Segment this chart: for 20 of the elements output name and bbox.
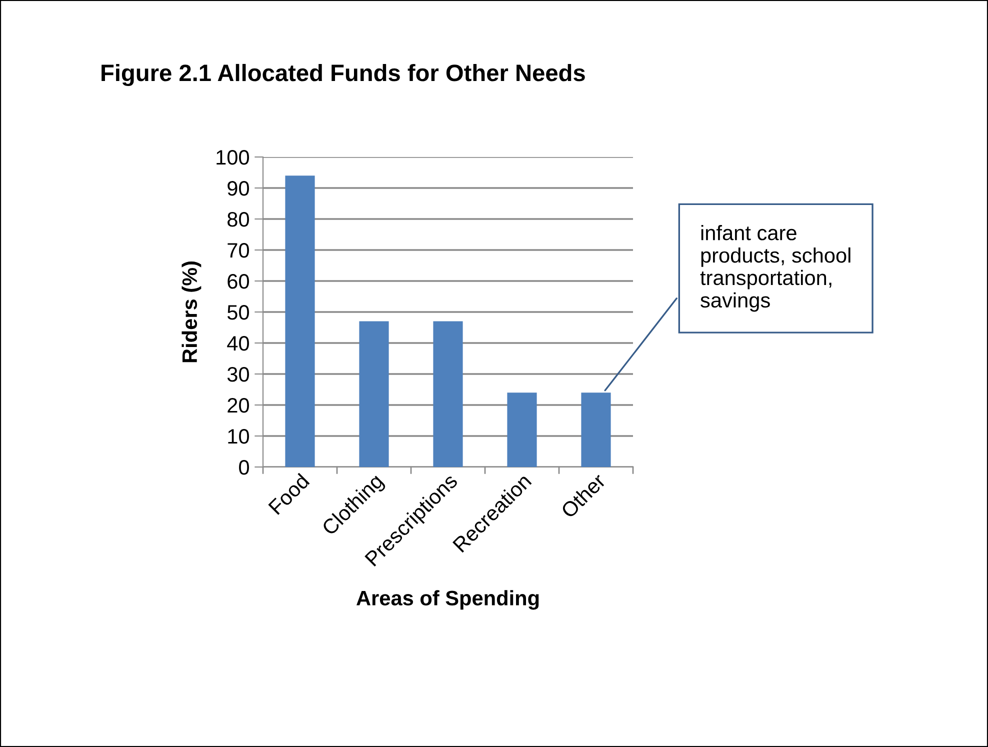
bar (581, 392, 611, 467)
bar (507, 392, 537, 467)
x-axis-title: Areas of Spending (356, 590, 539, 610)
y-tick-label: 30 (227, 367, 249, 382)
y-tick-label: 20 (228, 398, 249, 413)
y-tick-label: 10 (228, 429, 249, 444)
y-tick-label: 50 (227, 305, 249, 320)
bar (285, 176, 315, 467)
y-tick-label: 60 (228, 274, 249, 289)
y-tick-label: 40 (227, 336, 249, 351)
y-tick-label: 70 (228, 243, 249, 258)
y-tick-label: 90 (228, 181, 249, 196)
y-axis-title: Riders (%) (182, 262, 202, 362)
y-tick-label: 100 (216, 150, 249, 165)
y-tick-label: 0 (239, 460, 249, 475)
bar (359, 321, 389, 467)
annotation: infant care products, school transportation, savings (700, 225, 850, 312)
bar (433, 321, 463, 467)
y-tick-label: 80 (228, 212, 249, 227)
chart-title: Figure 2.1 Allocated Funds for Other Needs (102, 64, 585, 86)
